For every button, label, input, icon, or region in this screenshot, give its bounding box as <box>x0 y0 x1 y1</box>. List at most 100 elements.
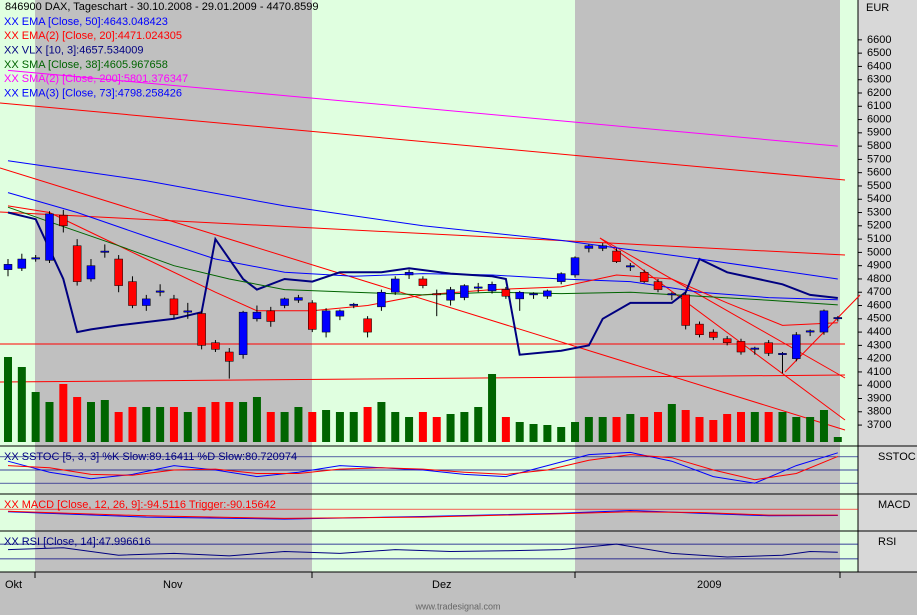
volume-bar <box>59 384 68 442</box>
trendline <box>0 167 846 431</box>
oscillator-line <box>7 543 838 558</box>
candle-body <box>833 317 843 320</box>
y-tick-label: 3800 <box>867 406 891 418</box>
volume-bar <box>723 414 732 442</box>
axis-area <box>858 0 917 572</box>
legend-entry: XX EMA(3) [Close, 73]:4798.258426 <box>4 87 182 99</box>
indicator-line <box>7 160 838 280</box>
candle-body <box>114 258 123 286</box>
trendlines <box>0 102 861 431</box>
trendline <box>599 237 846 379</box>
y-tick-label: 4500 <box>867 313 891 325</box>
volume-bar <box>529 424 538 442</box>
candle-body <box>501 289 511 297</box>
candle-body <box>805 330 815 333</box>
candle-body <box>59 214 68 227</box>
candle-body <box>183 310 193 313</box>
candle-body <box>736 341 746 353</box>
candle-body <box>211 342 220 350</box>
y-tick-label: 5800 <box>867 140 891 152</box>
oscillator-line <box>7 451 838 484</box>
candle-body <box>238 311 248 355</box>
y-tick-label: 4700 <box>867 286 891 298</box>
y-tick-label: 5600 <box>867 167 891 179</box>
candle-body <box>695 323 704 335</box>
y-tick-label: 5200 <box>867 220 891 232</box>
volume-bar <box>17 367 26 442</box>
candle-body <box>266 310 276 322</box>
candle-body <box>639 272 649 282</box>
oscillator-line <box>7 454 838 481</box>
candle-body <box>363 318 372 333</box>
volume-bar <box>806 417 815 442</box>
candle-body <box>390 278 400 293</box>
volume-bar <box>488 374 497 442</box>
candle-body <box>404 272 414 276</box>
y-tick-label: 6100 <box>867 100 891 112</box>
band <box>312 0 575 572</box>
volume-bar <box>501 417 510 442</box>
y-tick-label: 4600 <box>867 299 891 311</box>
volume-bar <box>598 417 607 442</box>
panel-name: MACD <box>878 499 910 511</box>
y-tick-label: 5400 <box>867 193 891 205</box>
volume-bar <box>640 417 649 442</box>
y-tick-label: 5700 <box>867 153 891 165</box>
volume-bar <box>778 412 787 442</box>
volume-bar <box>460 412 469 442</box>
candle-body <box>321 310 331 333</box>
session-bands <box>0 0 858 572</box>
candle-body <box>792 334 801 359</box>
candle-body <box>626 265 635 268</box>
x-tick-label: Nov <box>163 579 183 591</box>
panel-borders <box>0 0 917 573</box>
candle-body <box>142 298 151 306</box>
candle-body <box>31 257 40 260</box>
volume-bar <box>280 412 289 442</box>
volume-bar <box>654 412 663 442</box>
y-tick-label: 5000 <box>867 246 891 258</box>
currency: EUR <box>866 2 889 14</box>
footer: www.tradesignal.com <box>414 601 500 611</box>
volume-bar <box>515 422 524 442</box>
panel-legend: XX MACD [Close, 12, 26, 9]:-94.5116 Trig… <box>4 499 276 511</box>
y-tick-label: 6300 <box>867 74 891 86</box>
volume-bar <box>571 422 580 442</box>
candle-body <box>418 278 428 286</box>
y-tick-label: 4800 <box>867 273 891 285</box>
volume-bar <box>819 410 828 442</box>
volume-bar <box>156 407 165 442</box>
volume-bar <box>474 407 483 442</box>
volume-bar <box>584 417 593 442</box>
volume-bar <box>736 412 745 442</box>
candle-body <box>100 250 110 253</box>
volume-bar <box>266 412 275 442</box>
volume-bar <box>294 407 303 442</box>
volume-bar <box>557 427 566 442</box>
candle-body <box>473 286 483 289</box>
volume-bar <box>377 402 386 442</box>
trendline <box>0 102 846 181</box>
y-tick-label: 4300 <box>867 339 891 351</box>
legend-entry: XX VLX [10, 3]:4657.534009 <box>4 45 143 57</box>
volume-bar <box>612 417 621 442</box>
y-tick-label: 5900 <box>867 127 891 139</box>
y-tick-label: 6500 <box>867 47 891 59</box>
candle-body <box>128 281 137 306</box>
candle-body <box>543 290 552 297</box>
y-tick-label: 6000 <box>867 113 891 125</box>
x-tick-label: Dez <box>432 579 452 591</box>
volume-bar <box>349 412 358 442</box>
candle-body <box>681 294 690 326</box>
volume-bar <box>764 412 773 442</box>
y-tick-label: 3700 <box>867 419 891 431</box>
volume-bar <box>432 417 441 442</box>
y-tick-label: 4400 <box>867 326 891 338</box>
y-tick-label: 4000 <box>867 379 891 391</box>
candle-body <box>460 285 469 298</box>
candle-body <box>225 351 234 362</box>
volume-bar <box>667 404 676 442</box>
candle-body <box>169 298 179 316</box>
volume-bar <box>86 402 95 442</box>
